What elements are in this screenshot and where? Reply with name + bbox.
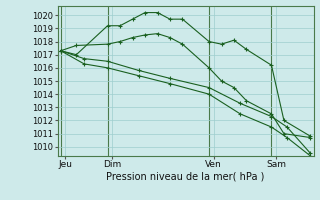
X-axis label: Pression niveau de la mer( hPa ): Pression niveau de la mer( hPa ) — [107, 172, 265, 182]
